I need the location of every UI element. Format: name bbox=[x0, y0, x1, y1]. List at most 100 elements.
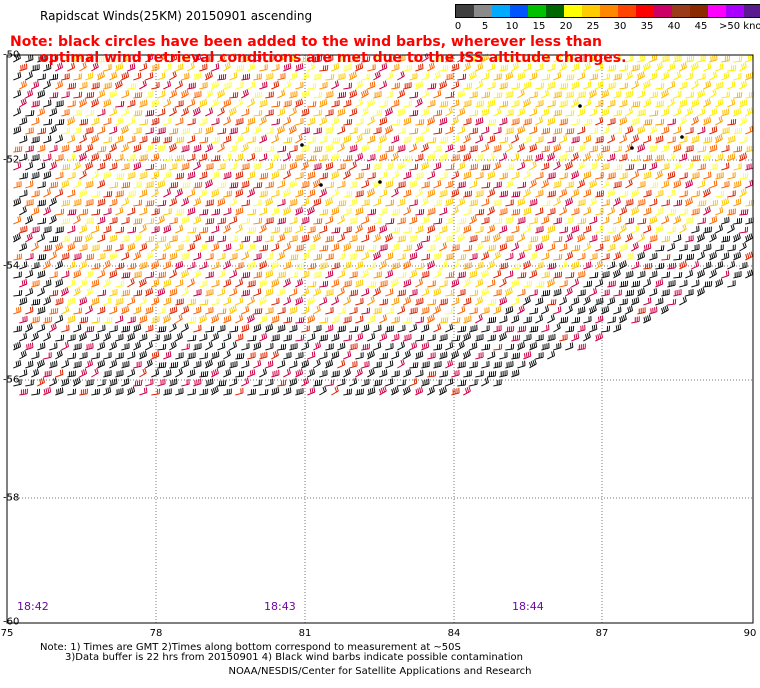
wind-barb bbox=[379, 134, 387, 144]
wind-barb bbox=[487, 188, 496, 198]
wind-barb bbox=[163, 136, 172, 144]
wind-barb bbox=[589, 197, 597, 207]
wind-barb bbox=[505, 287, 513, 297]
wind-barb bbox=[169, 89, 178, 99]
wind-barb bbox=[475, 171, 484, 180]
wind-barb bbox=[289, 343, 298, 351]
wind-barb bbox=[85, 217, 94, 225]
wind-barb bbox=[79, 351, 88, 360]
wind-barb bbox=[271, 369, 280, 378]
wind-barb bbox=[385, 307, 394, 315]
wind-barb bbox=[121, 71, 130, 81]
wind-barb bbox=[181, 144, 190, 153]
wind-barb bbox=[523, 351, 532, 360]
wind-barb bbox=[145, 235, 155, 243]
wind-barb bbox=[325, 126, 334, 135]
legend-swatch-15 bbox=[726, 5, 744, 17]
wind-barb bbox=[109, 306, 118, 315]
wind-barb bbox=[690, 62, 699, 72]
wind-barb bbox=[655, 135, 664, 144]
wind-barb bbox=[511, 334, 521, 342]
wind-barb bbox=[721, 197, 730, 207]
wind-barb bbox=[367, 350, 375, 360]
wind-barb bbox=[55, 153, 64, 162]
wind-barb bbox=[565, 216, 574, 225]
wind-barb bbox=[139, 296, 147, 306]
wind-barb bbox=[205, 359, 213, 369]
wind-barb bbox=[19, 369, 28, 378]
wind-barb bbox=[619, 134, 628, 144]
wind-barb bbox=[427, 99, 436, 108]
wind-barb bbox=[421, 235, 430, 243]
wind-barb bbox=[241, 73, 251, 81]
wind-barb bbox=[133, 233, 142, 243]
wind-barb bbox=[127, 316, 136, 324]
wind-barb bbox=[727, 224, 735, 234]
wind-barb bbox=[493, 181, 502, 189]
wind-barb bbox=[475, 117, 484, 126]
wind-barb bbox=[721, 270, 730, 279]
wind-barb bbox=[625, 163, 635, 171]
wind-barb bbox=[193, 144, 202, 153]
wind-barb bbox=[289, 72, 298, 81]
wind-barb bbox=[163, 208, 172, 216]
wind-barb bbox=[115, 135, 124, 144]
wind-barb bbox=[385, 342, 394, 351]
wind-barb bbox=[379, 244, 388, 252]
wind-barb bbox=[403, 136, 412, 144]
wind-barb bbox=[361, 143, 370, 153]
wind-barb bbox=[241, 217, 251, 225]
wind-barb bbox=[439, 80, 448, 90]
wind-barb bbox=[445, 107, 453, 117]
wind-barb bbox=[121, 305, 130, 315]
wind-barb bbox=[655, 170, 663, 180]
wind-barb bbox=[312, 179, 321, 189]
wind-barb bbox=[157, 287, 166, 297]
wind-barb bbox=[391, 208, 400, 216]
wind-barb bbox=[247, 280, 256, 288]
wind-barb bbox=[55, 334, 65, 342]
wind-barb bbox=[463, 262, 472, 270]
wind-barb bbox=[25, 71, 33, 81]
wind-barb bbox=[361, 179, 370, 189]
wind-barb bbox=[355, 315, 364, 324]
wind-barb bbox=[397, 235, 406, 243]
wind-barb bbox=[379, 314, 387, 324]
wind-barb bbox=[37, 217, 47, 225]
wind-barb bbox=[463, 370, 472, 378]
wind-barb bbox=[595, 116, 604, 126]
wind-barb bbox=[445, 53, 454, 63]
wind-barb bbox=[175, 208, 184, 216]
wind-barb bbox=[49, 342, 58, 351]
wind-barb bbox=[355, 224, 363, 234]
wind-barb bbox=[295, 263, 305, 270]
wind-barb bbox=[211, 155, 221, 162]
wind-barb bbox=[295, 172, 304, 180]
wind-barb bbox=[439, 261, 448, 270]
wind-barb bbox=[91, 279, 100, 288]
wind-barb bbox=[631, 316, 640, 324]
lon-label-75: 75 bbox=[0, 628, 14, 639]
wind-barb bbox=[319, 65, 329, 72]
wind-barb bbox=[697, 217, 706, 225]
wind-barb bbox=[577, 179, 585, 189]
wind-barb bbox=[193, 72, 202, 81]
legend-label-10: >50 knots bbox=[719, 21, 760, 32]
wind-barb bbox=[241, 251, 250, 261]
wind-barb bbox=[37, 342, 46, 351]
wind-barb bbox=[73, 126, 82, 135]
wind-barb bbox=[505, 305, 514, 315]
wind-barb bbox=[451, 63, 460, 72]
wind-barb bbox=[97, 126, 106, 135]
wind-barb bbox=[643, 262, 653, 270]
wind-barb bbox=[289, 235, 298, 243]
wind-barb bbox=[319, 98, 328, 108]
wind-barb bbox=[259, 224, 267, 234]
wind-barb bbox=[175, 387, 184, 396]
wind-barb bbox=[415, 119, 425, 126]
wind-barb bbox=[451, 335, 461, 342]
wind-barb bbox=[283, 80, 292, 90]
wind-barb bbox=[601, 216, 610, 225]
wind-barb bbox=[325, 270, 334, 279]
wind-barb bbox=[145, 72, 154, 81]
